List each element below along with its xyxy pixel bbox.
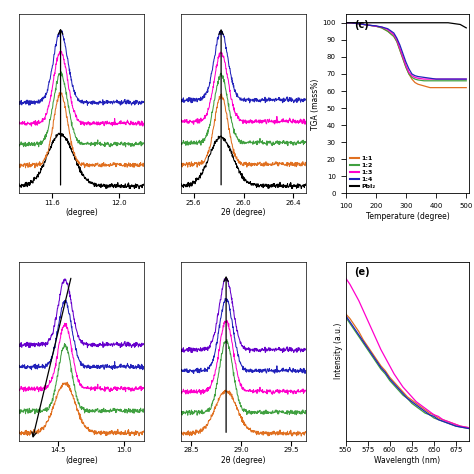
Legend: 1:1, 1:2, 1:3, 1:4, PbI₂: 1:1, 1:2, 1:3, 1:4, PbI₂ [349,155,376,191]
X-axis label: (degree): (degree) [65,209,98,218]
X-axis label: Temperature (degree): Temperature (degree) [365,212,449,221]
X-axis label: 2θ (degree): 2θ (degree) [221,456,266,465]
Y-axis label: Intensity (a.u.): Intensity (a.u.) [334,323,343,379]
X-axis label: (degree): (degree) [65,456,98,465]
Text: (c): (c) [354,19,369,29]
X-axis label: Wavelength (nm): Wavelength (nm) [374,456,440,465]
Text: (e): (e) [354,267,370,277]
Y-axis label: TGA (mass%): TGA (mass%) [310,78,319,129]
X-axis label: 2θ (degree): 2θ (degree) [221,209,266,218]
